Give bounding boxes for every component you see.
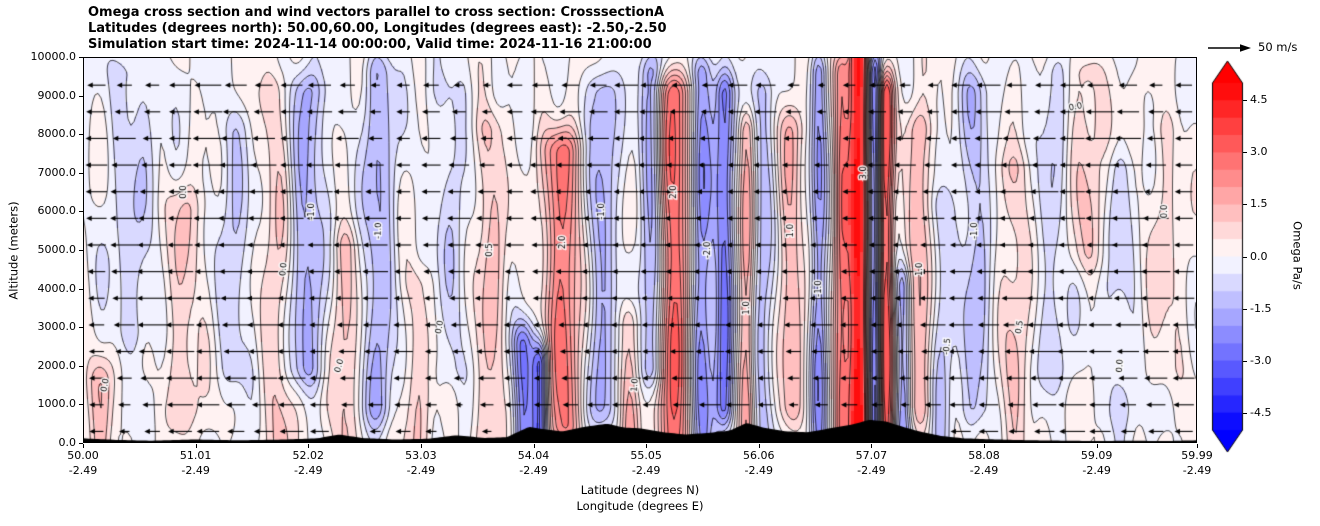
x-tick-latitude: 55.05: [630, 449, 662, 462]
x-tick: 55.05 -2.49: [611, 448, 681, 478]
x-tick-latitude: 52.02: [292, 449, 325, 462]
x-tick-latitude: 59.09: [1080, 449, 1113, 462]
y-tick-mark: [79, 288, 83, 290]
x-tick-longitude: -2.49: [294, 464, 323, 477]
colorbar-tick-label: 0.0: [1250, 249, 1268, 263]
colorbar-tick-mark: [1243, 308, 1247, 310]
omega-cross-section-plot: [83, 57, 1197, 443]
x-axis-label-longitude: Longitude (degrees E): [576, 499, 704, 513]
x-tick: 54.04 -2.49: [499, 448, 569, 478]
x-tick-longitude: -2.49: [1182, 464, 1212, 477]
colorbar-tick-mark: [1243, 360, 1247, 362]
x-axis-label-latitude: Latitude (degrees N): [580, 483, 700, 497]
x-tick-mark: [758, 444, 760, 448]
x-tick-latitude: 59.99: [1181, 449, 1213, 462]
y-tick-label: 4000.0: [37, 281, 77, 295]
wind-speed-key-label: 50 m/s: [1258, 40, 1298, 54]
colorbar-tick-label: -1.5: [1250, 301, 1272, 315]
y-tick-label: 2000.0: [37, 358, 77, 372]
y-tick-label: 3000.0: [37, 320, 77, 334]
x-tick-mark: [533, 444, 535, 448]
x-tick-mark: [195, 444, 197, 448]
y-tick-mark: [79, 365, 83, 367]
x-tick-longitude: -2.49: [1082, 464, 1111, 477]
x-tick-latitude: 58.08: [968, 449, 1000, 462]
colorbar-tick-label: 3.0: [1250, 145, 1268, 159]
x-tick: 57.07 -2.49: [836, 448, 906, 478]
x-tick-longitude: -2.49: [969, 464, 999, 477]
y-tick-label: 0.0: [58, 436, 77, 449]
chart-title-line3: Simulation start time: 2024-11-14 00:00:…: [88, 37, 652, 52]
y-tick-mark: [79, 327, 83, 329]
x-tick: 52.02 -2.49: [273, 448, 343, 478]
x-tick-mark: [646, 444, 648, 448]
x-tick-mark: [1096, 444, 1098, 448]
y-tick-mark: [79, 172, 83, 174]
y-tick-label: 8000.0: [37, 127, 77, 141]
x-tick-mark: [308, 444, 310, 448]
x-tick-longitude: -2.49: [406, 464, 436, 477]
x-tick-longitude: -2.49: [68, 464, 98, 477]
colorbar-tick-label: -4.5: [1250, 405, 1272, 419]
y-tick-label: 10000.0: [30, 50, 77, 63]
x-tick-mark: [984, 444, 985, 448]
wind-speed-key-arrow: [1208, 44, 1251, 52]
x-tick-latitude: 56.06: [743, 449, 775, 462]
colorbar-tick-mark: [1243, 152, 1247, 154]
chart-title-line1: Omega cross section and wind vectors par…: [88, 5, 665, 20]
x-tick-mark: [83, 444, 84, 448]
y-tick-mark: [79, 211, 83, 213]
y-tick-label: 6000.0: [37, 204, 77, 218]
x-tick-mark: [1197, 444, 1198, 448]
colorbar-tick-label: -3.0: [1250, 353, 1272, 367]
x-tick: 59.09 -2.49: [1062, 448, 1132, 478]
x-tick-latitude: 51.01: [179, 449, 212, 462]
chart-title-line2: Latitudes (degrees north): 50.00,60.00, …: [88, 21, 667, 36]
y-tick-label: 7000.0: [37, 165, 77, 179]
x-tick-longitude: -2.49: [631, 464, 661, 477]
colorbar-tick-mark: [1243, 100, 1247, 102]
x-tick-latitude: 54.04: [517, 449, 550, 462]
x-tick-longitude: -2.49: [181, 464, 210, 477]
x-tick: 51.01 -2.49: [161, 448, 231, 478]
x-tick-latitude: 50.00: [67, 449, 99, 462]
colorbar-tick-label: 1.5: [1250, 197, 1268, 211]
x-tick: 50.00 -2.49: [48, 448, 118, 478]
x-tick: 58.08 -2.49: [949, 448, 1019, 478]
x-tick: 53.03 -2.49: [386, 448, 456, 478]
x-tick: 56.06 -2.49: [724, 448, 794, 478]
colorbar-tick-mark: [1243, 204, 1247, 206]
x-tick-latitude: 53.03: [405, 449, 437, 462]
y-tick-mark: [79, 443, 83, 444]
x-tick-longitude: -2.49: [519, 464, 548, 477]
colorbar: [1211, 59, 1245, 459]
wind-speed-key: 50 m/s: [1206, 40, 1320, 56]
y-tick-mark: [79, 57, 83, 58]
colorbar-tick-mark: [1243, 412, 1247, 414]
y-tick-label: 1000.0: [37, 397, 77, 411]
colorbar-tick-mark: [1243, 256, 1247, 258]
x-tick-latitude: 57.07: [855, 449, 888, 462]
colorbar-tick-label: 4.5: [1250, 93, 1268, 107]
y-tick-mark: [79, 95, 83, 97]
x-tick-longitude: -2.49: [857, 464, 886, 477]
x-tick-longitude: -2.49: [744, 464, 773, 477]
y-tick-mark: [79, 250, 83, 251]
y-tick-label: 5000.0: [37, 243, 77, 256]
y-tick-label: 9000.0: [37, 88, 77, 102]
y-tick-mark: [79, 134, 83, 136]
x-tick-mark: [420, 444, 422, 448]
x-tick-mark: [871, 444, 873, 448]
x-tick: 59.99 -2.49: [1162, 448, 1232, 478]
y-tick-mark: [79, 404, 83, 406]
